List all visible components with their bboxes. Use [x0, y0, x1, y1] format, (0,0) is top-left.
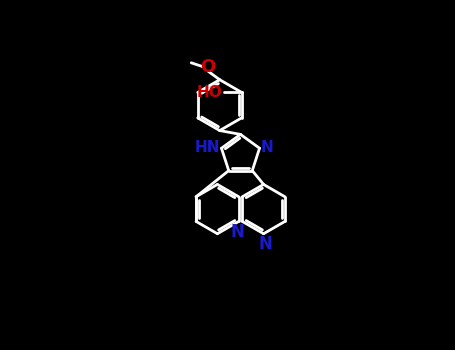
Text: HN: HN [194, 140, 220, 155]
Text: HO: HO [197, 85, 222, 100]
Text: N: N [230, 223, 244, 241]
Text: O: O [201, 58, 216, 76]
Text: N: N [261, 140, 274, 155]
Text: N: N [258, 235, 272, 253]
